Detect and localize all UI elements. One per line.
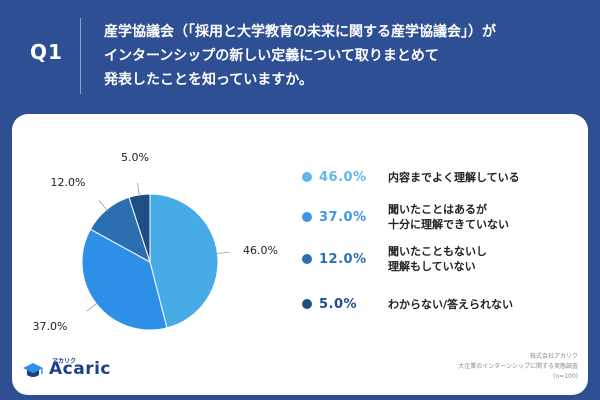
legend-text-line: 理解もしていない	[388, 260, 476, 273]
source-footer: 株式会社アカリク 大企業のインターンシップに関する実態調査 (n=100)	[458, 352, 578, 382]
footer-line: 大企業のインターンシップに関する実態調査	[458, 363, 578, 370]
legend-text: 内容までよく理解している	[388, 170, 520, 185]
legend-text-line: 十分に理解できていない	[388, 218, 509, 231]
legend-dot	[302, 212, 312, 222]
legend-dot	[302, 254, 312, 264]
question-number: Q1	[30, 40, 63, 64]
legend-text: 聞いたことはあるが 十分に理解できていない	[388, 202, 509, 232]
question-line: 発表したことを知っていますか。	[104, 72, 314, 88]
slice-data-label: 37.0%	[33, 320, 68, 333]
acaric-logo: アカリク Acaric	[22, 356, 142, 386]
question-text: 産学協議会（「採用と大学教育の未来に関する産学協議会」）が インターンシップの新…	[104, 20, 584, 92]
legend-text-line: わからない/答えられない	[388, 297, 514, 311]
legend-text-line: 聞いたこともないし	[388, 245, 487, 258]
slice-data-label: 46.0%	[243, 244, 278, 257]
legend-text-line: 聞いたことはあるが	[388, 203, 487, 216]
question-line: 産学協議会（「採用と大学教育の未来に関する産学協議会」）が	[104, 24, 496, 40]
legend-percent: 5.0%	[319, 296, 358, 312]
logo-wordmark: Acaric	[49, 359, 111, 379]
question-header: Q1 産学協議会（「採用と大学教育の未来に関する産学協議会」）が インターンシッ…	[0, 0, 600, 112]
header-divider	[80, 18, 81, 94]
slice-data-label: 12.0%	[51, 176, 86, 189]
question-line: インターンシップの新しい定義について取りまとめて	[104, 48, 439, 64]
slice-data-label: 5.0%	[121, 151, 149, 164]
graduation-cap-icon	[23, 363, 43, 377]
legend-percent: 12.0%	[319, 251, 367, 267]
legend-text: わからない/答えられない	[388, 297, 513, 312]
slice-leader-line	[215, 251, 230, 255]
legend-dot	[302, 172, 312, 182]
legend-percent: 46.0%	[319, 169, 367, 185]
footer-line: 株式会社アカリク	[529, 353, 578, 360]
logo-ruby: アカリク	[52, 358, 77, 365]
legend-dot	[302, 299, 312, 309]
legend-text: 聞いたこともないし 理解もしていない	[388, 244, 487, 274]
slice-leader-line	[98, 200, 109, 212]
slice-leader-line	[86, 302, 99, 312]
slice-leader-line	[137, 182, 141, 197]
legend-text-line: 内容までよく理解している	[388, 170, 520, 184]
legend-percent: 37.0%	[319, 209, 367, 225]
footer-line: (n=100)	[553, 373, 578, 380]
